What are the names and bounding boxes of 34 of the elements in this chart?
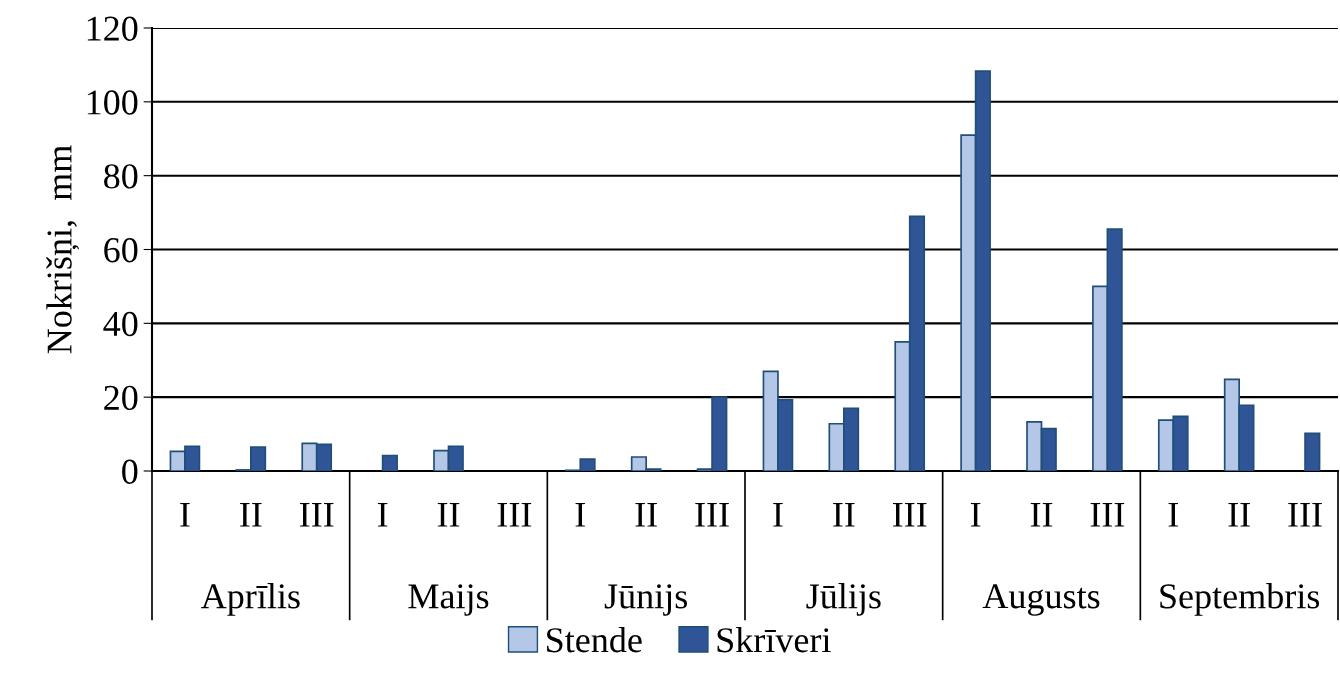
x-tick-label: I xyxy=(1168,502,1179,527)
x-tick-label: II xyxy=(635,502,657,527)
x-tick-label: I xyxy=(377,502,388,527)
x-tick-label: II xyxy=(1228,502,1250,527)
legend-label: Stende xyxy=(547,626,642,653)
y-axis-title: Nokrišņi, mm xyxy=(46,145,80,354)
text: Jūlijs xyxy=(806,583,881,616)
x-tick-label: I xyxy=(773,502,783,527)
x-tick-label: I xyxy=(970,502,981,527)
x-tick-label: I xyxy=(575,502,586,527)
x-tick-label: III xyxy=(695,502,729,527)
y-tick-label: 60 xyxy=(104,238,138,263)
y-tick-label: 120 xyxy=(87,16,138,41)
text: Maijs xyxy=(408,584,489,616)
x-tick-label: I xyxy=(180,502,190,527)
x-tick-label: II xyxy=(437,502,460,527)
text: Septembris xyxy=(1160,583,1320,616)
legend-label: Skrīveri xyxy=(717,626,831,653)
y-tick-label: 0 xyxy=(122,459,138,484)
x-tick-label: II xyxy=(1030,502,1053,527)
x-tick-label: III xyxy=(892,502,927,527)
x-tick-label: III xyxy=(299,502,334,527)
text: Aprīlis xyxy=(201,583,300,616)
y-tick-label: 80 xyxy=(104,164,138,189)
y-tick-label: 100 xyxy=(87,90,138,115)
x-tick-label: II xyxy=(240,502,262,527)
x-tick-label: III xyxy=(1288,502,1322,527)
y-tick-label: 20 xyxy=(104,385,138,411)
text: Augusts xyxy=(982,584,1100,616)
x-tick-label: III xyxy=(497,502,532,527)
x-tick-label: II xyxy=(833,502,855,527)
x-tick-label: III xyxy=(1090,502,1125,527)
text: Jūnijs xyxy=(604,584,687,616)
y-tick-label: 40 xyxy=(103,311,138,337)
